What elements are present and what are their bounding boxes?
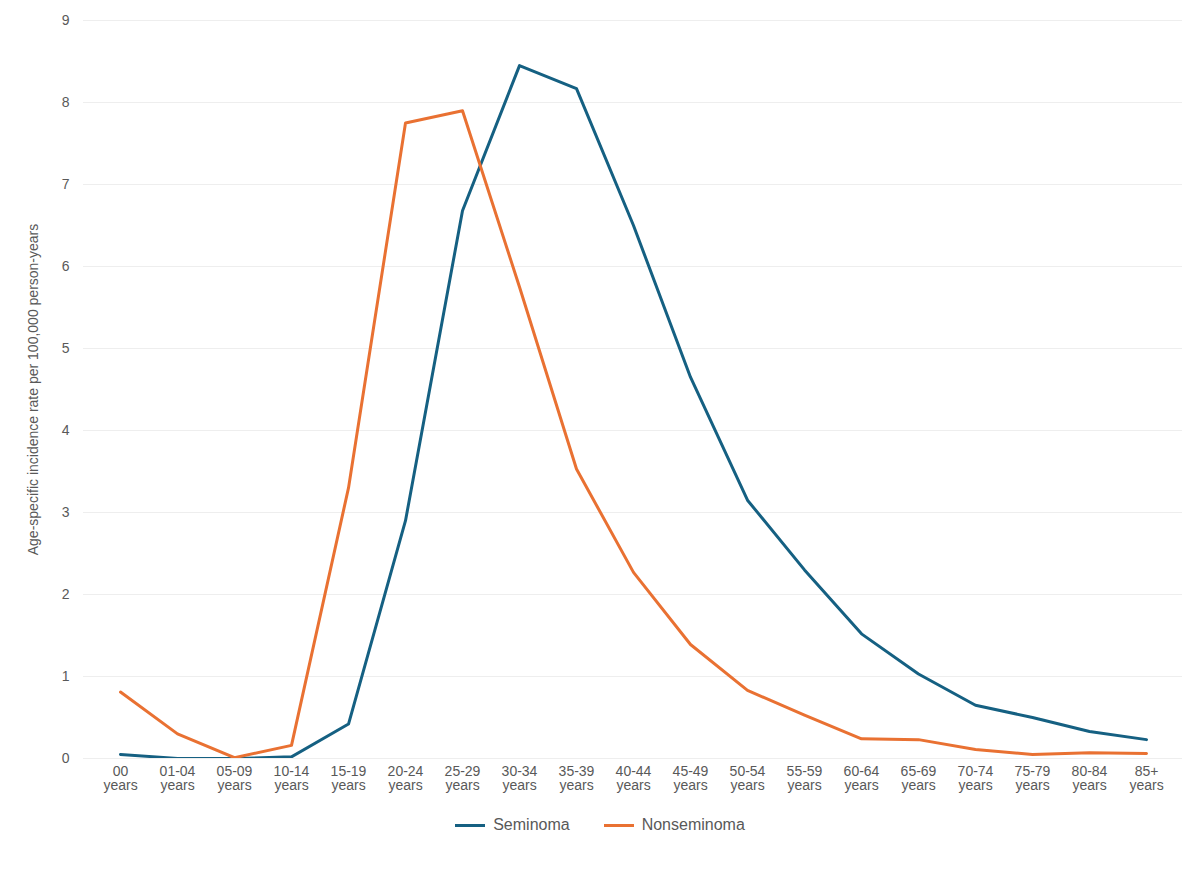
svg-text:60-64years: 60-64years xyxy=(844,763,880,793)
svg-text:50-54years: 50-54years xyxy=(730,763,766,793)
svg-text:3: 3 xyxy=(62,504,70,520)
svg-text:7: 7 xyxy=(62,176,70,192)
svg-text:10-14years: 10-14years xyxy=(274,763,310,793)
svg-text:70-74years: 70-74years xyxy=(958,763,994,793)
svg-text:2: 2 xyxy=(62,586,70,602)
svg-text:35-39years: 35-39years xyxy=(559,763,595,793)
svg-text:40-44years: 40-44years xyxy=(616,763,652,793)
svg-text:20-24years: 20-24years xyxy=(388,763,424,793)
svg-text:0: 0 xyxy=(62,750,70,766)
svg-text:85+years: 85+years xyxy=(1129,763,1163,793)
svg-text:01-04years: 01-04years xyxy=(160,763,196,793)
svg-text:05-09years: 05-09years xyxy=(217,763,253,793)
svg-text:9: 9 xyxy=(62,12,70,28)
svg-text:45-49years: 45-49years xyxy=(673,763,709,793)
html-text:Nonseminoma: Nonseminoma xyxy=(641,816,745,833)
svg-text:25-29years: 25-29years xyxy=(445,763,481,793)
svg-text:8: 8 xyxy=(62,94,70,110)
svg-text:6: 6 xyxy=(62,258,70,274)
svg-text:Age-specific incidence rate pe: Age-specific incidence rate per 100,000 … xyxy=(25,224,41,556)
svg-text:1: 1 xyxy=(62,668,70,684)
svg-text:65-69years: 65-69years xyxy=(901,763,937,793)
svg-text:15-19years: 15-19years xyxy=(331,763,367,793)
svg-text:4: 4 xyxy=(62,422,70,438)
svg-text:30-34years: 30-34years xyxy=(502,763,538,793)
svg-text:80-84years: 80-84years xyxy=(1072,763,1108,793)
svg-text:55-59years: 55-59years xyxy=(787,763,823,793)
svg-text:00years: 00years xyxy=(103,763,137,793)
svg-text:75-79years: 75-79years xyxy=(1015,763,1051,793)
svg-text:5: 5 xyxy=(62,340,70,356)
html-text:Seminoma: Seminoma xyxy=(493,816,570,833)
